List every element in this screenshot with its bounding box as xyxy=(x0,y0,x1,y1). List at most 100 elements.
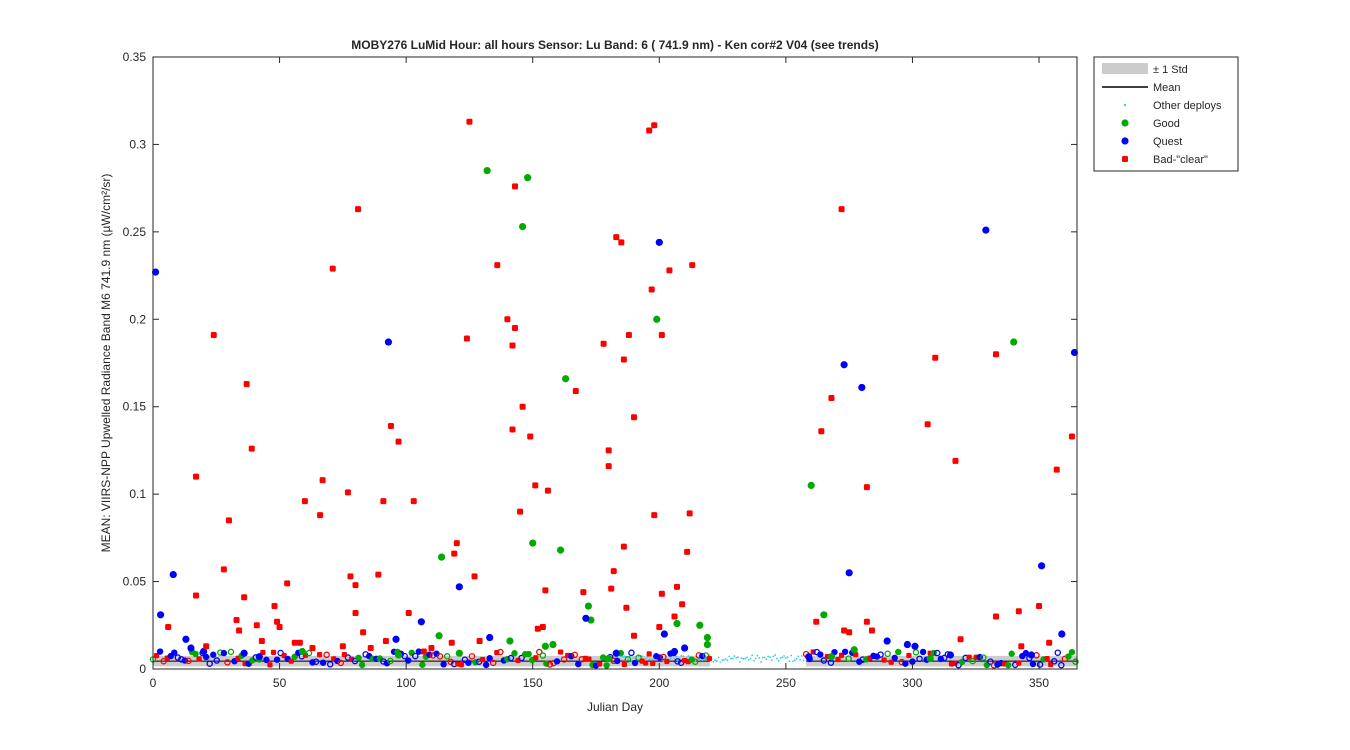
other-deploy-point xyxy=(761,656,764,659)
point-quest xyxy=(655,238,663,246)
point-bad-clear xyxy=(532,482,539,489)
cluster-point xyxy=(841,648,849,655)
point-bad-clear xyxy=(210,332,217,339)
point-good xyxy=(827,653,836,661)
point-quest xyxy=(612,649,620,657)
cluster-point xyxy=(987,658,994,665)
point-good xyxy=(926,654,934,663)
point-bad-clear xyxy=(651,122,658,129)
point-bad-clear xyxy=(813,618,820,625)
point-bad-clear xyxy=(600,340,607,347)
other-deploy-point xyxy=(715,660,718,662)
other-deploy-point xyxy=(627,658,630,661)
point-bad-clear xyxy=(451,550,458,557)
point-good xyxy=(850,646,858,654)
point-bad-clear xyxy=(868,627,875,634)
cluster-point xyxy=(1072,658,1079,665)
cluster-point xyxy=(323,651,330,659)
point-quest xyxy=(681,644,689,652)
cluster-point xyxy=(316,652,323,658)
point-bad-clear xyxy=(620,543,627,550)
point-quest xyxy=(255,653,263,661)
point-bad-clear xyxy=(544,487,551,494)
other-deploy-point xyxy=(776,657,778,660)
cluster-point xyxy=(326,661,334,668)
point-good xyxy=(605,654,613,663)
cluster-point xyxy=(1050,658,1058,665)
other-deploy-point xyxy=(630,659,633,662)
point-bad-clear xyxy=(605,447,612,454)
cluster-point xyxy=(571,651,578,659)
cluster-point xyxy=(575,660,582,668)
point-bad-clear xyxy=(233,617,240,624)
point-bad-clear xyxy=(355,206,362,213)
point-bad-clear xyxy=(387,422,394,429)
cluster-point xyxy=(966,654,972,660)
cluster-point xyxy=(817,651,824,658)
cluster-point xyxy=(1008,650,1015,657)
point-good xyxy=(703,640,712,649)
other-deploy-point xyxy=(644,657,647,660)
point-bad-clear xyxy=(684,548,691,555)
cluster-point xyxy=(533,655,539,661)
x-tick-label: 300 xyxy=(902,676,922,690)
point-quest xyxy=(903,640,911,649)
point-quest xyxy=(670,647,679,656)
other-deploy-point xyxy=(662,659,665,662)
cluster-point xyxy=(955,661,962,669)
point-bad-clear xyxy=(382,638,389,645)
points-layer xyxy=(149,118,1079,669)
point-bad-clear xyxy=(276,624,283,631)
x-tick-label: 150 xyxy=(523,676,543,690)
cluster-point xyxy=(621,661,627,668)
point-bad-clear xyxy=(360,629,367,636)
cluster-point xyxy=(387,657,394,665)
cluster-point xyxy=(443,653,451,660)
legend-label: ± 1 Std xyxy=(1153,64,1188,76)
legend-swatch-marker xyxy=(1121,119,1129,127)
point-good xyxy=(529,539,537,547)
other-deploy-point xyxy=(779,657,782,659)
cluster-point xyxy=(358,661,366,669)
legend: ± 1 Std Mean Other deploys Good Quest Bad-"cl… xyxy=(1093,56,1239,172)
other-deploy-point xyxy=(758,656,761,659)
point-bad-clear xyxy=(539,624,546,631)
other-deploy-point xyxy=(712,660,715,663)
point-bad-clear xyxy=(243,380,250,387)
point-bad-clear xyxy=(932,354,939,361)
cluster-point xyxy=(312,658,320,665)
point-quest xyxy=(200,647,208,656)
point-quest xyxy=(1037,562,1046,570)
point-bad-clear xyxy=(608,585,615,592)
cluster-point xyxy=(1044,655,1050,662)
point-quest xyxy=(582,614,590,622)
point-good xyxy=(556,546,565,554)
point-bad-clear xyxy=(253,622,260,629)
point-quest xyxy=(392,635,400,643)
legend-swatch-marker xyxy=(1121,137,1129,145)
point-bad-clear xyxy=(236,627,243,634)
cluster-point xyxy=(536,648,543,656)
point-bad-clear xyxy=(509,426,516,433)
x-tick-label: 50 xyxy=(273,676,287,690)
point-bad-clear xyxy=(841,627,848,634)
cluster-point xyxy=(468,653,476,660)
point-quest xyxy=(982,226,990,234)
cluster-point xyxy=(507,654,515,662)
point-bad-clear xyxy=(605,463,612,470)
point-bad-clear xyxy=(319,477,326,484)
cluster-point xyxy=(881,657,887,663)
point-bad-clear xyxy=(352,610,359,617)
cluster-point xyxy=(628,649,635,657)
other-deploy-point xyxy=(800,655,803,657)
other-deploy-point xyxy=(783,655,786,657)
cluster-point xyxy=(458,662,464,668)
point-bad-clear xyxy=(646,127,653,134)
other-deploy-point xyxy=(721,659,723,661)
other-deploy-point xyxy=(760,661,762,663)
point-bad-clear xyxy=(630,632,637,639)
point-quest xyxy=(384,338,393,346)
other-deploy-point xyxy=(767,655,770,658)
point-bad-clear xyxy=(476,638,483,645)
cluster-point xyxy=(1058,661,1065,669)
